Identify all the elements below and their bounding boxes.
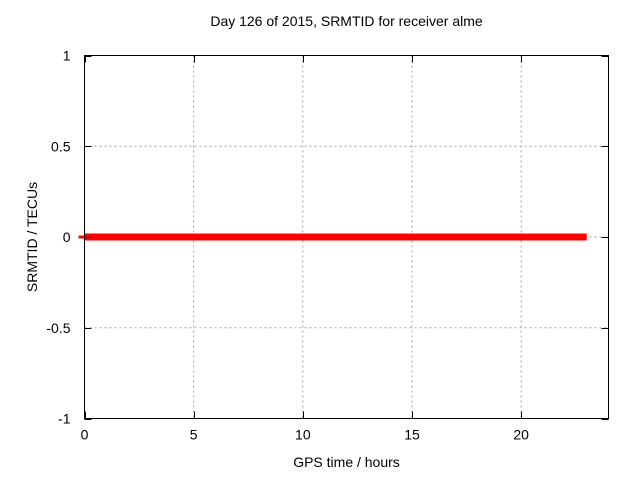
x-tick-label: 10 [295, 427, 311, 443]
x-tick-label: 20 [513, 427, 529, 443]
tick-labels: 0 5 10 15 20 -1 -0.5 0 0.5 1 [46, 48, 529, 443]
y-tick-label: 1 [63, 48, 71, 64]
x-tick-label: 15 [404, 427, 420, 443]
y-tick-label: 0.5 [51, 138, 71, 154]
x-axis-label: GPS time / hours [293, 454, 400, 470]
plot-border [84, 55, 609, 419]
x-tick-label: 5 [190, 427, 198, 443]
y-tick-label: 0 [63, 229, 71, 245]
chart-title: Day 126 of 2015, SRMTID for receiver alm… [210, 13, 483, 29]
y-tick-label: -1 [58, 411, 71, 427]
x-tick-label: 0 [81, 427, 89, 443]
y-tick-label: -0.5 [46, 320, 70, 336]
tick-marks [84, 55, 609, 420]
